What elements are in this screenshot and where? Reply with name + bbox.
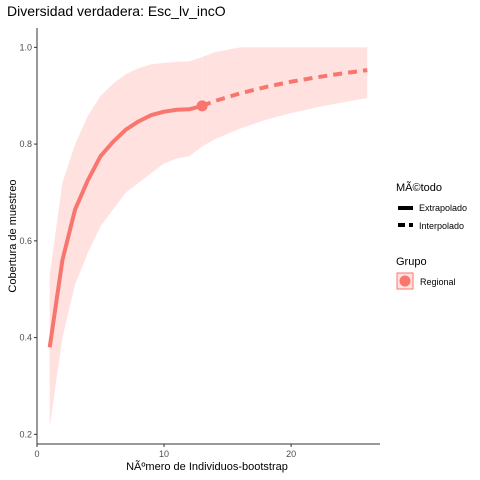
confidence-band-extrapolado xyxy=(50,57,202,427)
y-tick-label: 0.4 xyxy=(19,333,32,343)
y-tick-label: 0.2 xyxy=(19,429,32,439)
legend: MÃ©todo Extrapolado Interpolado Grupo Re… xyxy=(396,181,467,289)
legend-key-regional-point xyxy=(400,276,411,287)
legend-label-extrapolado: Extrapolado xyxy=(419,203,467,213)
confidence-band-interpolado xyxy=(202,47,367,146)
legend-label-regional: Regional xyxy=(420,277,456,287)
x-tick-label: 20 xyxy=(286,449,296,459)
legend-group-title: Grupo xyxy=(396,256,427,268)
reference-point xyxy=(197,100,208,111)
x-axis-title: NÃºmero de Individuos-bootstrap xyxy=(126,460,288,473)
legend-label-interpolado: Interpolado xyxy=(419,221,464,231)
chart-title: Diversidad verdadera: Esc_lv_incO xyxy=(7,3,226,19)
plot-area: 0.2 0.4 0.6 0.8 1.0 0 10 20 xyxy=(19,28,380,459)
y-tick-label: 0.8 xyxy=(19,139,32,149)
y-axis-title: Cobertura de muestreo xyxy=(7,179,19,292)
x-tick-label: 0 xyxy=(34,449,39,459)
x-tick-label: 10 xyxy=(159,449,169,459)
y-tick-label: 0.6 xyxy=(19,236,32,246)
y-tick-label: 1.0 xyxy=(19,42,32,52)
legend-method-title: MÃ©todo xyxy=(396,181,442,194)
